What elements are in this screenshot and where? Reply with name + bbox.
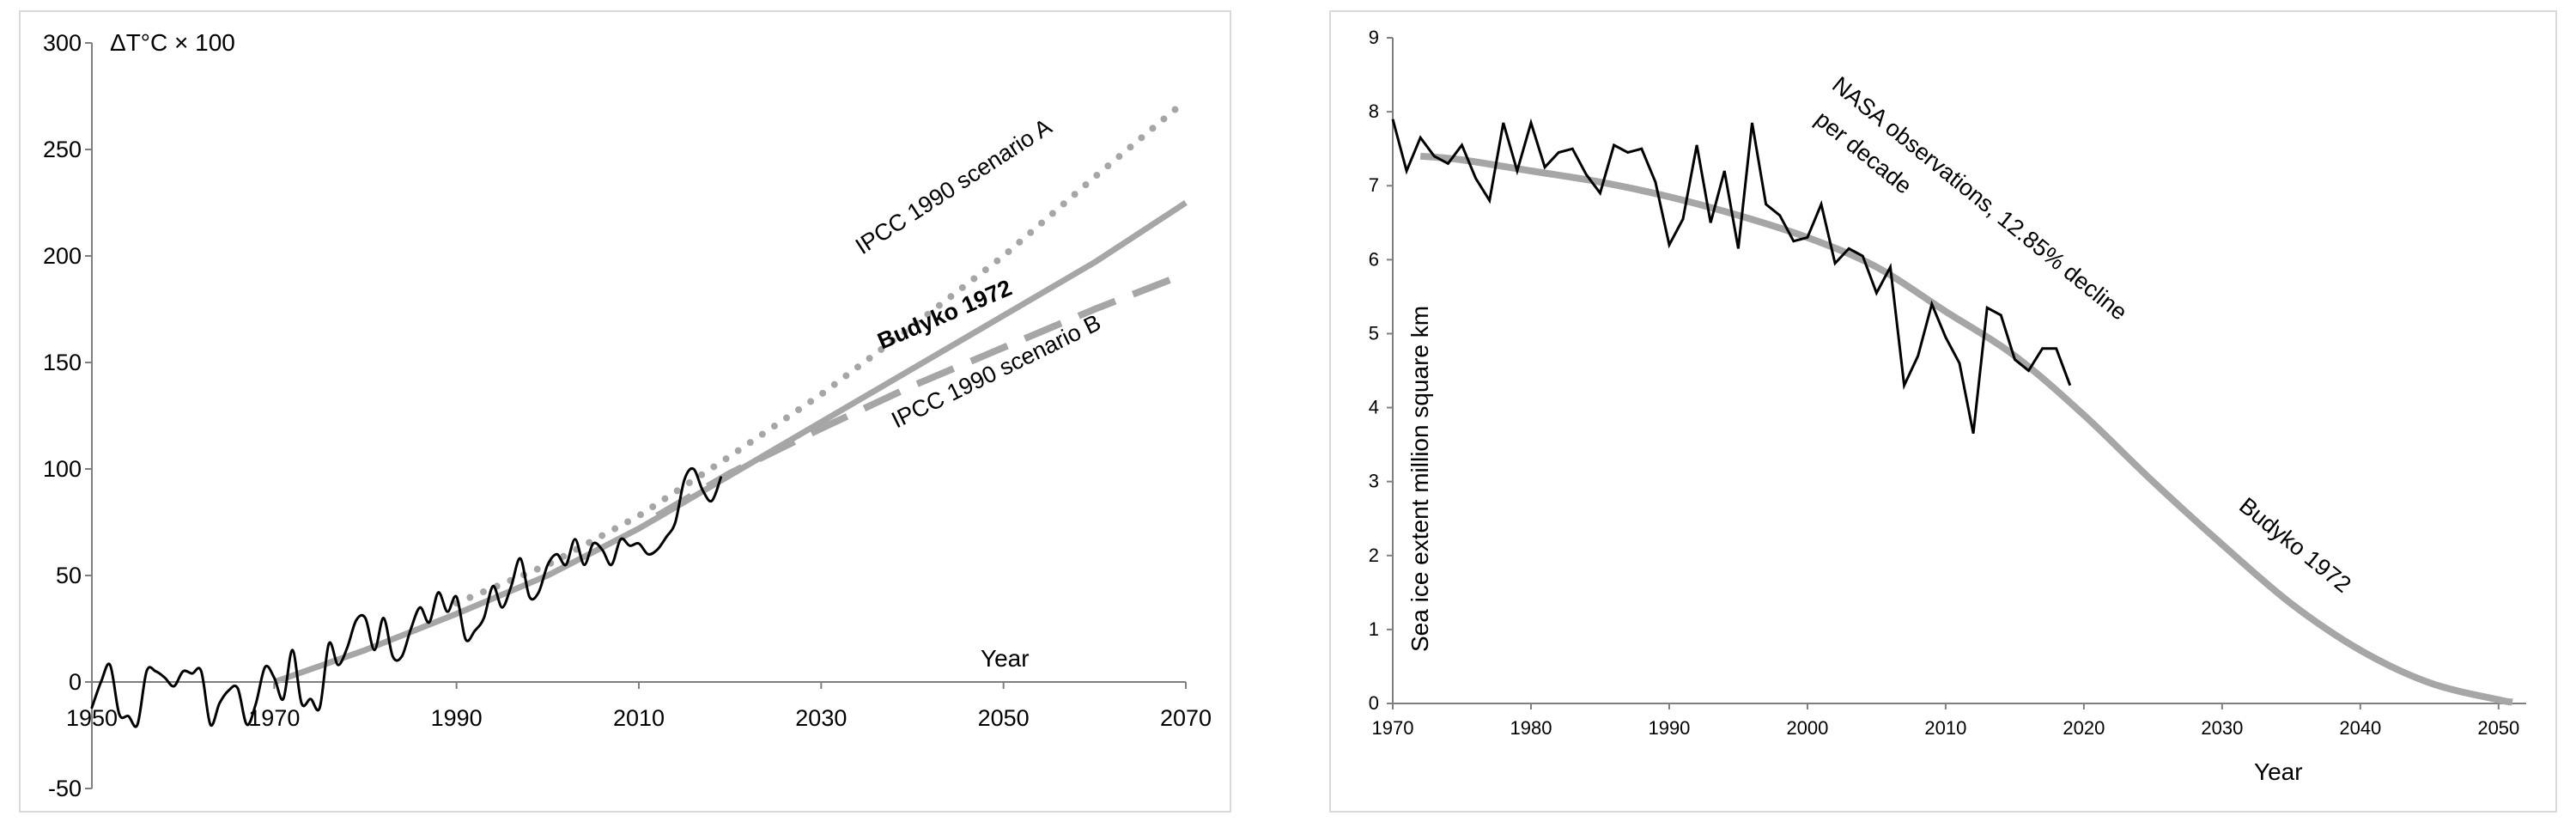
left-x-tick-label: 1950 — [66, 705, 118, 731]
left-y-tick-label: 200 — [43, 243, 82, 269]
left-series-ipcc-1990-scenario-a — [453, 97, 1189, 607]
left-series-observed — [90, 467, 722, 728]
left-x-tick-label: 1970 — [248, 705, 300, 731]
left-y-tick-label: 0 — [69, 669, 82, 695]
left-x-tick-label: 1990 — [431, 705, 483, 731]
right-x-tick-label: 2020 — [2063, 717, 2105, 739]
left-x-axis-label: Year — [981, 645, 1030, 672]
right-y-tick-label: 1 — [1369, 618, 1379, 640]
left-series-ipcc-1990-scenario-b — [655, 274, 1178, 520]
left-y-tick-label: 300 — [43, 30, 82, 56]
temperature-chart: -50 0 50 100 150 200 250 300 1950 1970 1990 2010 203… — [43, 29, 1212, 801]
right-series-nasa-observations — [1391, 118, 2072, 434]
right-chart-panel: 0 1 2 3 4 5 6 7 8 9 1970 1980 1990 2000 2010 2020 2030 20… — [1329, 10, 2557, 813]
right-x-tick-label: 2030 — [2201, 717, 2243, 739]
left-chart-panel: -50 0 50 100 150 200 250 300 1950 1970 1990 2010 203… — [19, 10, 1231, 813]
left-y-tick-label: 100 — [43, 456, 82, 482]
right-y-tick-label: 7 — [1369, 174, 1379, 196]
budyko-label-right: Budyko 1972 — [2234, 492, 2355, 598]
left-y-tick-label: -50 — [48, 776, 82, 801]
left-x-tick-label: 2050 — [978, 705, 1030, 731]
left-x-tick-label: 2070 — [1160, 705, 1212, 731]
right-series-budyko-1972 — [1419, 152, 2513, 706]
right-y-axis-label: Sea ice extent million square km — [1406, 306, 1433, 652]
right-y-tick-label: 0 — [1369, 692, 1379, 714]
right-y-tick-label: 4 — [1369, 397, 1379, 418]
left-y-tick-label: 250 — [43, 137, 82, 162]
right-y-tick-label: 5 — [1369, 322, 1379, 344]
right-x-tick-label: 2050 — [2477, 717, 2519, 739]
left-y-tick-label: 150 — [43, 350, 82, 375]
right-plot-area: 0 1 2 3 4 5 6 7 8 9 1970 1980 1990 2000 2010 2020 2030 20… — [1369, 27, 2526, 739]
left-x-tick-label: 2010 — [613, 705, 665, 731]
right-x-tick-label: 1980 — [1510, 717, 1552, 739]
right-x-tick-label: 2040 — [2339, 717, 2381, 739]
right-y-tick-label: 9 — [1369, 27, 1379, 48]
right-y-tick-label: 6 — [1369, 248, 1379, 270]
right-x-tick-label: 2000 — [1786, 717, 1828, 739]
left-series-budyko-1972 — [273, 200, 1188, 685]
right-y-tick-label: 3 — [1369, 471, 1379, 492]
left-x-tick-label: 2030 — [795, 705, 847, 731]
budyko-label-left: Budyko 1972 — [874, 275, 1016, 355]
left-y-axis-label: ΔT°C × 100 — [110, 29, 235, 56]
left-y-tick-label: 50 — [56, 563, 82, 588]
right-x-axis-label: Year — [2254, 758, 2303, 785]
right-x-tick-label: 2010 — [1924, 717, 1966, 739]
sea-ice-chart: 0 1 2 3 4 5 6 7 8 9 1970 1980 1990 2000 2010 2020 2030 20… — [1369, 27, 2526, 785]
scenario-a-label: IPCC 1990 scenario A — [851, 113, 1056, 259]
right-y-tick-label: 2 — [1369, 545, 1379, 566]
right-x-tick-label: 1990 — [1648, 717, 1690, 739]
right-y-tick-label: 8 — [1369, 100, 1379, 122]
right-x-tick-label: 1970 — [1372, 717, 1414, 739]
left-plot-area: -50 0 50 100 150 200 250 300 1950 1970 1990 2010 203… — [43, 30, 1212, 801]
